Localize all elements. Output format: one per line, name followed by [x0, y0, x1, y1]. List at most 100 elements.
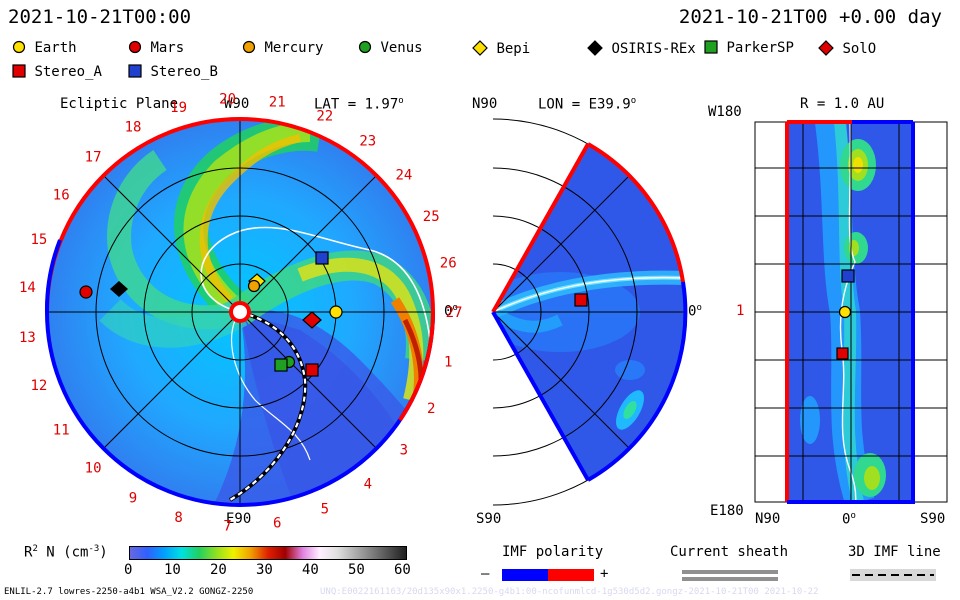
- legend-label: Bepi: [496, 41, 531, 57]
- ecliptic-top-label: W90: [224, 96, 250, 112]
- carrington-label: 16: [53, 187, 70, 203]
- carrington-label: 17: [85, 149, 102, 165]
- carrington-label: 19: [170, 100, 187, 116]
- osiris-rex-marker: [110, 281, 128, 297]
- carrington-label: 26: [440, 256, 457, 272]
- meridional-grid: [492, 118, 687, 506]
- legend-label: Venus: [380, 40, 423, 56]
- imf-plus-label: +: [600, 566, 609, 582]
- carrington-label: 12: [30, 378, 47, 394]
- current-sheath-title: Current sheath: [670, 544, 789, 560]
- model-info-footer: ENLIL-2.7 lowres-2250-a4b1 WSA_V2.2 GONG…: [4, 587, 254, 597]
- earth-marker: [329, 305, 343, 319]
- polarity-ring-positive: [45, 117, 435, 313]
- mars-marker: [79, 285, 93, 299]
- solo-marker: [302, 311, 322, 329]
- carrington-label: 24: [395, 167, 412, 183]
- parkersp-marker: [274, 358, 288, 372]
- meridional-polarity-top: [491, 143, 590, 313]
- colorbar-tick: 10: [164, 562, 181, 578]
- legend-label: Stereo_B: [150, 64, 218, 80]
- latlon-x-center-label: 0o: [842, 511, 856, 528]
- carrington-label: 22: [316, 109, 333, 125]
- latlon-x-right-label: S90: [920, 511, 946, 527]
- latlon-top-label: W180: [708, 104, 742, 120]
- legend-label: Stereo_A: [34, 64, 102, 80]
- carrington-label: 8: [174, 510, 182, 526]
- carrington-label: 21: [269, 94, 286, 110]
- legend-label: SolO: [842, 41, 877, 57]
- stereo-b-marker-icon: [128, 64, 142, 78]
- carrington-label: 20: [219, 91, 236, 107]
- meridional-bottom-label: S90: [476, 511, 502, 527]
- colorbar-tick: 20: [210, 562, 227, 578]
- parkersp-marker-icon: [704, 40, 718, 54]
- stereo-a-marker-icon: [12, 64, 26, 78]
- colorbar-tick: 40: [302, 562, 319, 578]
- imf-polarity-title: IMF polarity: [502, 544, 604, 560]
- ecliptic-bottom-label: E90: [226, 511, 252, 527]
- imf-negative-swatch: [502, 569, 548, 581]
- carrington-label: 11: [53, 423, 70, 439]
- carrington-label: 1: [444, 354, 452, 370]
- colorbar-tick: 50: [348, 562, 365, 578]
- earth-marker-latlon: [838, 305, 852, 319]
- ecliptic-right-label: 0o: [444, 303, 458, 320]
- osiris-rex-marker-icon: [587, 40, 603, 56]
- latlon-x-left-label: N90: [755, 511, 781, 527]
- carrington-label: 7: [223, 519, 231, 535]
- venus-marker-icon: [358, 40, 372, 54]
- colorbar-tick: 0: [124, 562, 133, 578]
- stereo-a-marker: [305, 363, 319, 377]
- time-offset-title: 2021-10-21T00 +0.00 day: [678, 6, 942, 28]
- colorbar-tick: 60: [394, 562, 411, 578]
- legend-label: Mercury: [264, 40, 324, 56]
- carrington-label: 2: [427, 401, 435, 417]
- imf-positive-swatch: [548, 569, 594, 581]
- legend-item-parkersp: ParkerSP: [704, 40, 794, 56]
- carrington-label: 3: [400, 443, 408, 459]
- solo-marker-icon: [818, 40, 834, 56]
- carrington-label: 10: [85, 461, 102, 477]
- mercury-marker: [247, 279, 261, 293]
- latlon-bottom-label: E180: [710, 503, 744, 519]
- legend-item-mars: Mars: [128, 40, 184, 56]
- current-sheath-swatch-bottom: [682, 577, 778, 581]
- legend-item-mercury: Mercury: [242, 40, 323, 56]
- legend-item-bepi: Bepi: [472, 40, 530, 57]
- carrington-labels: 20 21222324252627123456789101112131415161…: [19, 91, 462, 534]
- legend-label: Mars: [150, 40, 185, 56]
- legend-item-stereo-b: Stereo_B: [128, 64, 218, 80]
- carrington-label: 4: [364, 477, 372, 493]
- imf-line-swatch: [852, 574, 934, 576]
- latitude-label: LAT = 1.97o: [314, 96, 404, 113]
- carrington-label: 5: [321, 502, 329, 518]
- legend-item-solo: SolO: [818, 40, 876, 57]
- mars-marker-icon: [128, 40, 142, 54]
- stereo-a-marker-meridional: [574, 293, 588, 307]
- imf-line-title: 3D IMF line: [848, 544, 941, 560]
- colorbar-ticks: 0 10 20 30 40 50 60: [0, 562, 960, 578]
- carrington-label: 27: [446, 305, 463, 321]
- earth-marker-icon: [12, 40, 26, 54]
- sun-marker: [229, 301, 251, 323]
- radius-title: R = 1.0 AU: [800, 96, 885, 112]
- carrington-label: 15: [30, 232, 47, 248]
- carrington-label: 14: [19, 280, 36, 296]
- bepi-marker-icon: [472, 40, 488, 56]
- latlon-polarity-right: [787, 120, 915, 504]
- carrington-label: 13: [19, 330, 36, 346]
- latlon-polarity-left: [785, 120, 852, 502]
- stereo-b-marker: [315, 251, 329, 265]
- longitude-label: LON = E39.9o: [538, 96, 637, 113]
- earth-imf-line: [229, 310, 307, 501]
- density-colorbar: [129, 546, 407, 560]
- ecliptic-title: Ecliptic Plane: [60, 96, 179, 112]
- carrington-label: 23: [359, 133, 376, 149]
- legend-item-venus: Venus: [358, 40, 423, 56]
- legend-label: OSIRIS-REx: [611, 41, 696, 57]
- stereo-a-marker-latlon: [836, 347, 849, 360]
